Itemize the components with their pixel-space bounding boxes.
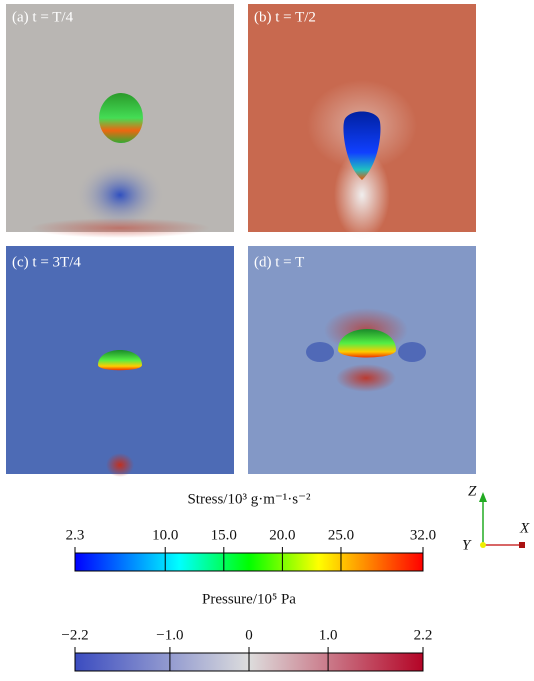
axes-triad: Z X Y (462, 483, 530, 553)
axis-label: Y (462, 537, 472, 553)
tick-label: −2.2 (61, 627, 88, 643)
tick-label: 10.0 (152, 527, 178, 543)
panel-label: (c) t = 3T/4 (12, 254, 81, 270)
panel-label: (d) t = T (254, 254, 304, 270)
colorbar (75, 553, 423, 571)
axis-label: Z (468, 483, 477, 499)
tick-label: 1.0 (319, 627, 338, 643)
panel-c: (c) t = 3T/4 (6, 246, 234, 477)
tick-label: 0 (245, 627, 253, 643)
colorbar-title: Stress/10³ g·m⁻¹·s⁻² (187, 491, 311, 507)
panel-a: (a) t = T/4 (6, 4, 234, 238)
tick-label: −1.0 (156, 627, 183, 643)
panel-label: (b) t = T/2 (254, 9, 316, 25)
tick-label: 15.0 (211, 527, 237, 543)
panel-label: (a) t = T/4 (12, 9, 74, 25)
tick-label: 25.0 (328, 527, 354, 543)
axis-label: X (519, 520, 530, 536)
tick-label: 2.3 (66, 527, 85, 543)
panel-b: (b) t = T/2 (248, 4, 476, 240)
tick-label: 20.0 (269, 527, 295, 543)
tick-label: 2.2 (414, 627, 433, 643)
tick-label: 32.0 (410, 527, 436, 543)
colorbar-title: Pressure/10⁵ Pa (202, 591, 296, 607)
figure: (a) t = T/4 (b) t = T/2 (c) t = 3T/4 (d)… (0, 0, 534, 681)
panel-d: (d) t = T (248, 246, 476, 474)
